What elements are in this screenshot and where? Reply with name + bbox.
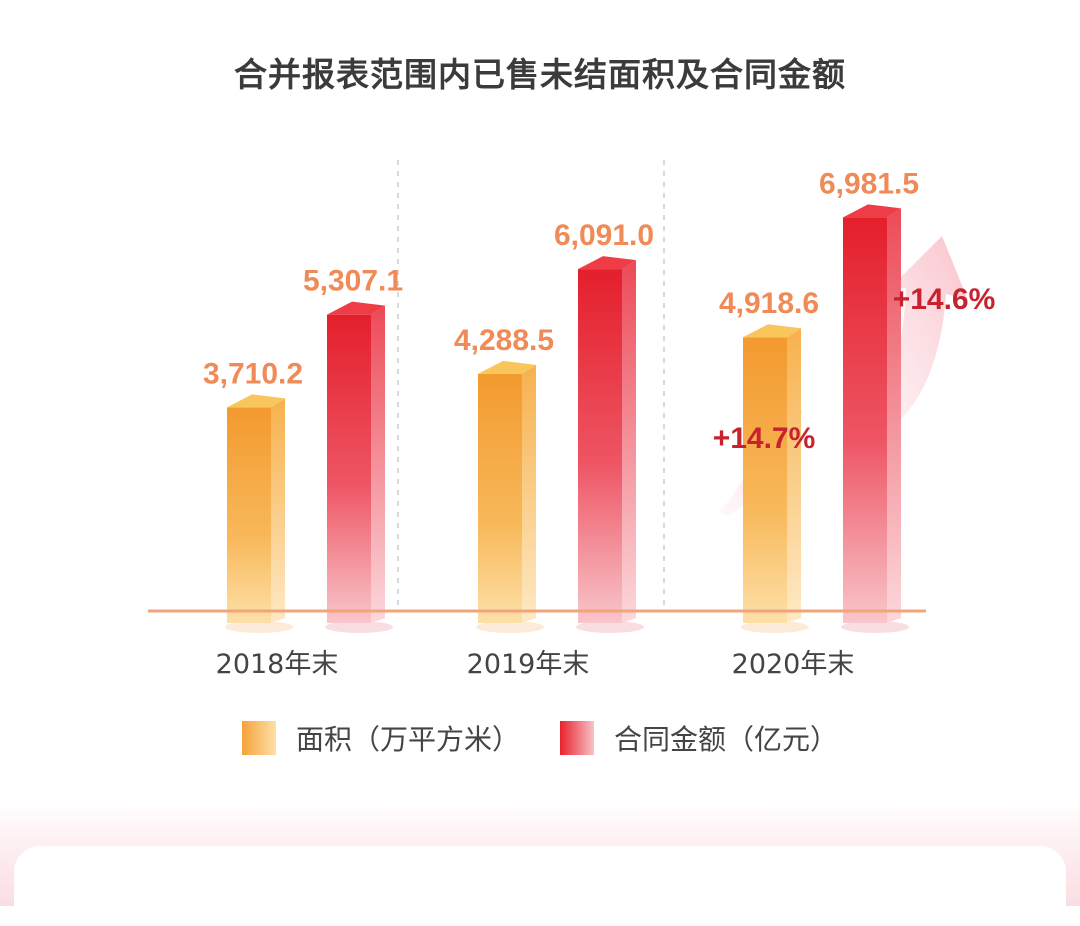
bar-side <box>887 208 901 623</box>
bar-front <box>578 269 622 623</box>
bar-contract-0 <box>327 301 385 623</box>
bar-shadow <box>576 621 644 633</box>
bar-area-1 <box>478 360 536 623</box>
value-label: 5,307.1 <box>303 265 403 298</box>
bar-side <box>371 305 385 623</box>
bar-top <box>227 394 285 408</box>
legend-label-contract: 合同金额（亿元） <box>614 723 839 756</box>
bar-shadow <box>225 621 293 633</box>
bar-top <box>327 301 385 315</box>
bar-shadow <box>741 621 809 633</box>
category-label: 2018年末 <box>216 649 339 680</box>
bar-shadow <box>841 621 909 633</box>
bar-front <box>227 407 271 623</box>
bar-front <box>478 373 522 623</box>
bar-area-0 <box>227 394 285 623</box>
bar-side <box>522 364 536 623</box>
growth-annotation: +14.6% <box>893 283 996 316</box>
legend-item-contract: 合同金额（亿元） <box>560 718 838 758</box>
category-label: 2019年末 <box>467 649 590 680</box>
value-label: 3,710.2 <box>203 357 303 390</box>
bar-side <box>622 260 636 623</box>
bar-contract-1 <box>578 256 636 623</box>
chart-area: 3,710.2 4,288.5 4,918.6 5,307.1 6,091.0 6,981… <box>148 160 996 680</box>
bar-front <box>843 217 887 623</box>
bar-area-2 <box>743 324 801 623</box>
value-label: 4,918.6 <box>719 287 819 320</box>
bar-side <box>787 328 801 623</box>
legend-item-area: 面积（万平方米） <box>241 718 520 758</box>
bottom-card <box>14 846 1066 926</box>
bar-top <box>843 204 901 218</box>
bar-top <box>578 256 636 270</box>
bar-shadow <box>325 621 393 633</box>
bar-side <box>271 398 285 623</box>
legend-swatch-contract <box>560 721 594 755</box>
bar-top <box>743 324 801 338</box>
value-label: 6,091.0 <box>554 219 654 252</box>
bar-shadow <box>476 621 544 633</box>
value-label: 4,288.5 <box>454 324 554 357</box>
chart-legend: 面积（万平方米） 合同金额（亿元） <box>0 718 1080 758</box>
legend-swatch-area <box>241 721 276 755</box>
category-label: 2020年末 <box>732 649 855 680</box>
bar-contract-2 <box>843 204 901 623</box>
bar-top <box>478 360 536 374</box>
chart-title: 合并报表范围内已售未结面积及合同金额 <box>234 55 846 94</box>
bar-front <box>327 314 371 623</box>
value-label: 6,981.5 <box>819 167 919 200</box>
growth-arrow-icon <box>842 236 968 446</box>
growth-annotation: +14.7% <box>713 422 816 455</box>
bar-front <box>743 337 787 623</box>
legend-label-area: 面积（万平方米） <box>295 723 520 756</box>
